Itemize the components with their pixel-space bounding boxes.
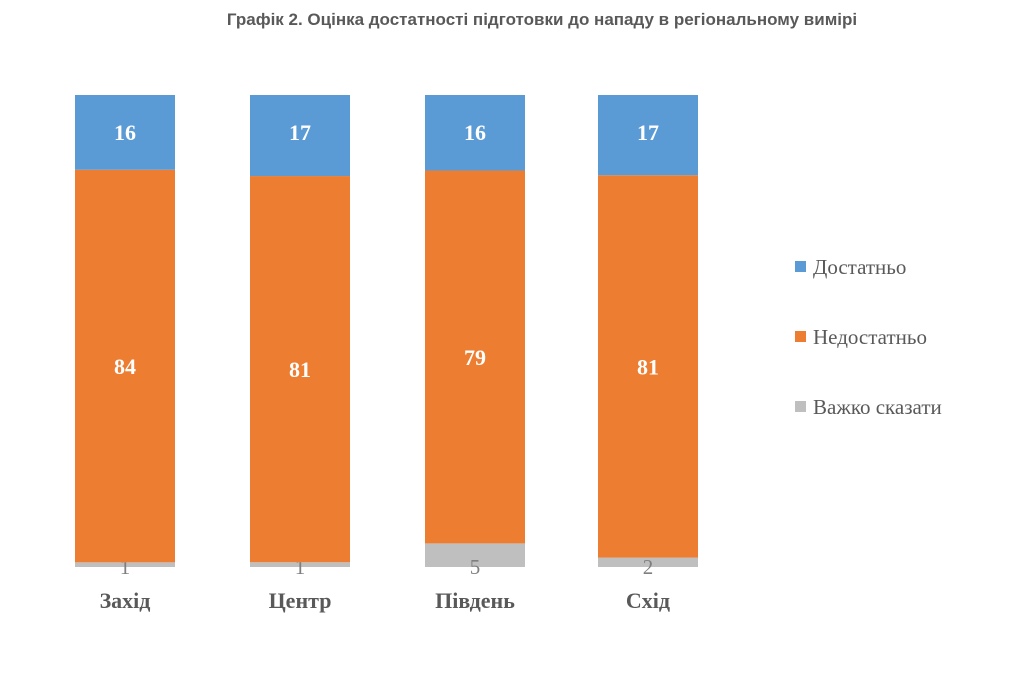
data-label: 2 xyxy=(643,555,654,579)
category-label: Центр xyxy=(269,588,332,613)
bar-segment-sufficient xyxy=(250,95,350,177)
legend-label: Достатньо xyxy=(813,255,906,279)
data-label: 17 xyxy=(637,120,659,145)
data-label: 81 xyxy=(637,354,659,379)
bar-segment-sufficient xyxy=(425,95,525,171)
data-label: 1 xyxy=(295,555,306,579)
data-label: 17 xyxy=(289,120,311,145)
data-label: 84 xyxy=(114,354,136,379)
category-label: Схід xyxy=(626,588,670,613)
legend-swatch xyxy=(795,261,806,272)
data-label: 79 xyxy=(464,345,486,370)
bar-segment-insufficient xyxy=(598,175,698,558)
bar-segment-hard-to-say xyxy=(250,562,350,567)
bar-segment-hard-to-say xyxy=(425,543,525,567)
chart-title: Графік 2. Оцінка достатності підготовки … xyxy=(226,10,858,29)
bar-segment-insufficient xyxy=(250,176,350,563)
bar-segment-hard-to-say xyxy=(598,557,698,567)
data-label: 81 xyxy=(289,357,311,382)
bar-segment-insufficient xyxy=(425,170,525,544)
category-label: Захід xyxy=(100,588,151,613)
data-label: 5 xyxy=(470,555,481,579)
legend-label: Недостатньо xyxy=(813,325,927,349)
bar-segment-sufficient xyxy=(598,95,698,176)
data-label: 16 xyxy=(464,120,486,145)
legend-swatch xyxy=(795,331,806,342)
legend-label: Важко сказати xyxy=(813,395,942,419)
bar-segment-sufficient xyxy=(75,95,175,170)
bar-segment-hard-to-say xyxy=(75,562,175,567)
category-label: Південь xyxy=(435,588,515,613)
data-label: 16 xyxy=(114,120,136,145)
data-label: 1 xyxy=(120,555,131,579)
legend-swatch xyxy=(795,401,806,412)
bar-segment-insufficient xyxy=(75,169,175,563)
